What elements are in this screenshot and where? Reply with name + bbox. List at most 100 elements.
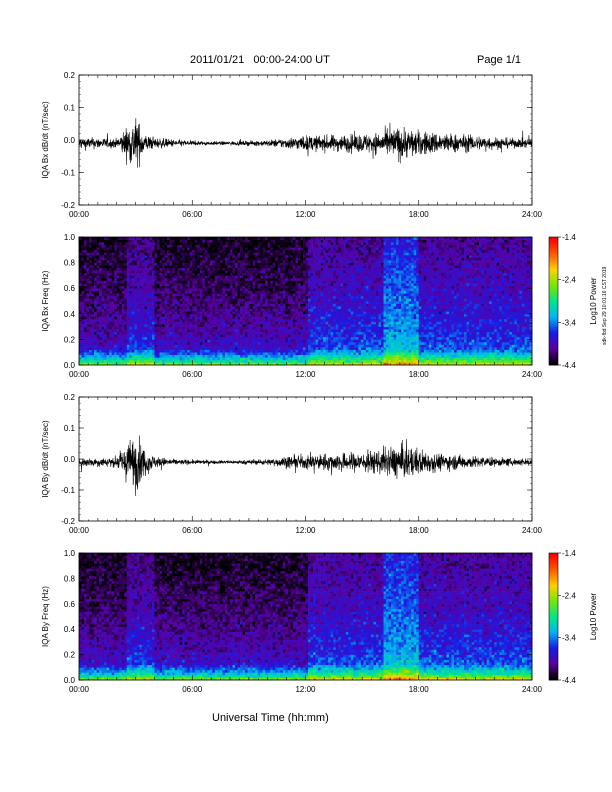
panel-2-cell (233, 327, 236, 330)
panel-2-cell (117, 298, 120, 301)
panel-2-cell (235, 245, 238, 248)
panel-2-cell (89, 288, 92, 291)
panel-2-cell (192, 252, 195, 255)
panel-2-cell (177, 301, 180, 304)
panel-2-cell (132, 283, 135, 286)
panel-2-cell (129, 293, 132, 296)
panel-2-cell (152, 255, 155, 258)
panel-2-cell (268, 286, 271, 289)
panel-2-cell (104, 360, 107, 363)
panel-2-cell (295, 288, 298, 291)
panel-2-cell (167, 316, 170, 319)
panel-2-cell (235, 240, 238, 243)
panel-2-cell (192, 273, 195, 276)
panel-2-cell (147, 255, 150, 258)
panel-2-cell (280, 342, 283, 345)
panel-2-cell (132, 245, 135, 248)
panel-2-cell (152, 250, 155, 253)
panel-2-cell (298, 324, 301, 327)
panel-2-cell (260, 288, 263, 291)
panel-2-cell (147, 242, 150, 245)
panel-2-cell (200, 337, 203, 340)
panel-2-cell (248, 342, 251, 345)
panel-2-cell (212, 311, 215, 314)
panel-2-cell (255, 306, 258, 309)
panel-2-cell (268, 278, 271, 281)
panel-2-cell (275, 245, 278, 248)
panel-2-cell (215, 345, 218, 348)
panel-2-cell (132, 345, 135, 348)
panel-2-cell (258, 255, 261, 258)
panel-2-cell (303, 321, 306, 324)
panel-2-cell (308, 311, 311, 314)
panel-2-cell (152, 339, 155, 342)
panel-2-cell (149, 250, 152, 253)
panel-2-cell (217, 237, 220, 240)
panel-2-cell (172, 355, 175, 358)
panel-2-cell (84, 237, 87, 240)
panel-2-cell (87, 324, 90, 327)
panel-2-cell (210, 255, 213, 258)
panel-2-cell (82, 275, 85, 278)
panel-2-cell (142, 240, 145, 243)
panel-2-cell (245, 339, 248, 342)
panel-2-cell (306, 321, 309, 324)
panel-2-cell (306, 314, 309, 317)
panel-2-cell (112, 355, 115, 358)
panel-2-cell (160, 321, 163, 324)
panel-2-cell (172, 291, 175, 294)
panel-2-cell (260, 329, 263, 332)
panel-2-cell (210, 268, 213, 271)
panel-2-cell (227, 286, 230, 289)
panel-2-cell (187, 332, 190, 335)
panel-2-cell (157, 252, 160, 255)
panel-2-cell (300, 345, 303, 348)
panel-2-cell (210, 247, 213, 250)
panel-2-cell (235, 321, 238, 324)
panel-2-cell (160, 255, 163, 258)
panel-2-cell (200, 275, 203, 278)
panel-2-cell (298, 257, 301, 260)
panel-2-cell (278, 319, 281, 322)
panel-2-cell (263, 339, 266, 342)
panel-2-cell (202, 237, 205, 240)
panel-2-cell (144, 304, 147, 307)
panel-2-cell (160, 291, 163, 294)
panel-2-cell (109, 250, 112, 253)
panel-2-cell (248, 304, 251, 307)
panel-2-cell (79, 355, 82, 358)
panel-2-cell (102, 275, 105, 278)
panel-2-cell (134, 288, 137, 291)
panel-2-cell (114, 350, 117, 353)
panel-2-cell (149, 304, 152, 307)
panel-2-cell (192, 306, 195, 309)
panel-2-cell (303, 257, 306, 260)
panel-2-cell (258, 311, 261, 314)
panel-2-cell (160, 265, 163, 268)
panel-2-cell (265, 265, 268, 268)
panel-2-cell (97, 265, 100, 268)
panel-2-cell (250, 252, 253, 255)
panel-2-cell (306, 257, 309, 260)
panel-2-cell (170, 347, 173, 350)
panel-2-cell (248, 324, 251, 327)
panel-2-cell (205, 296, 208, 299)
panel-2-cell (172, 329, 175, 332)
panel-2-cell (235, 334, 238, 337)
panel-2-cell (248, 337, 251, 340)
panel-2-cell (273, 293, 276, 296)
panel-2-cell (155, 309, 158, 312)
panel-2-cell (129, 237, 132, 240)
panel-2-cell (280, 273, 283, 276)
panel-2-cell (278, 345, 281, 348)
panel-2-cell (275, 273, 278, 276)
panel-2-cell (132, 314, 135, 317)
panel-2-cell (233, 286, 236, 289)
panel-2-cell (260, 350, 263, 353)
panel-2-cell (308, 332, 311, 335)
panel-2-cell (210, 242, 213, 245)
panel-2-cell (180, 296, 183, 299)
panel-2-cell (142, 357, 145, 360)
panel-2-cell (107, 263, 110, 266)
panel-2-cell (235, 275, 238, 278)
